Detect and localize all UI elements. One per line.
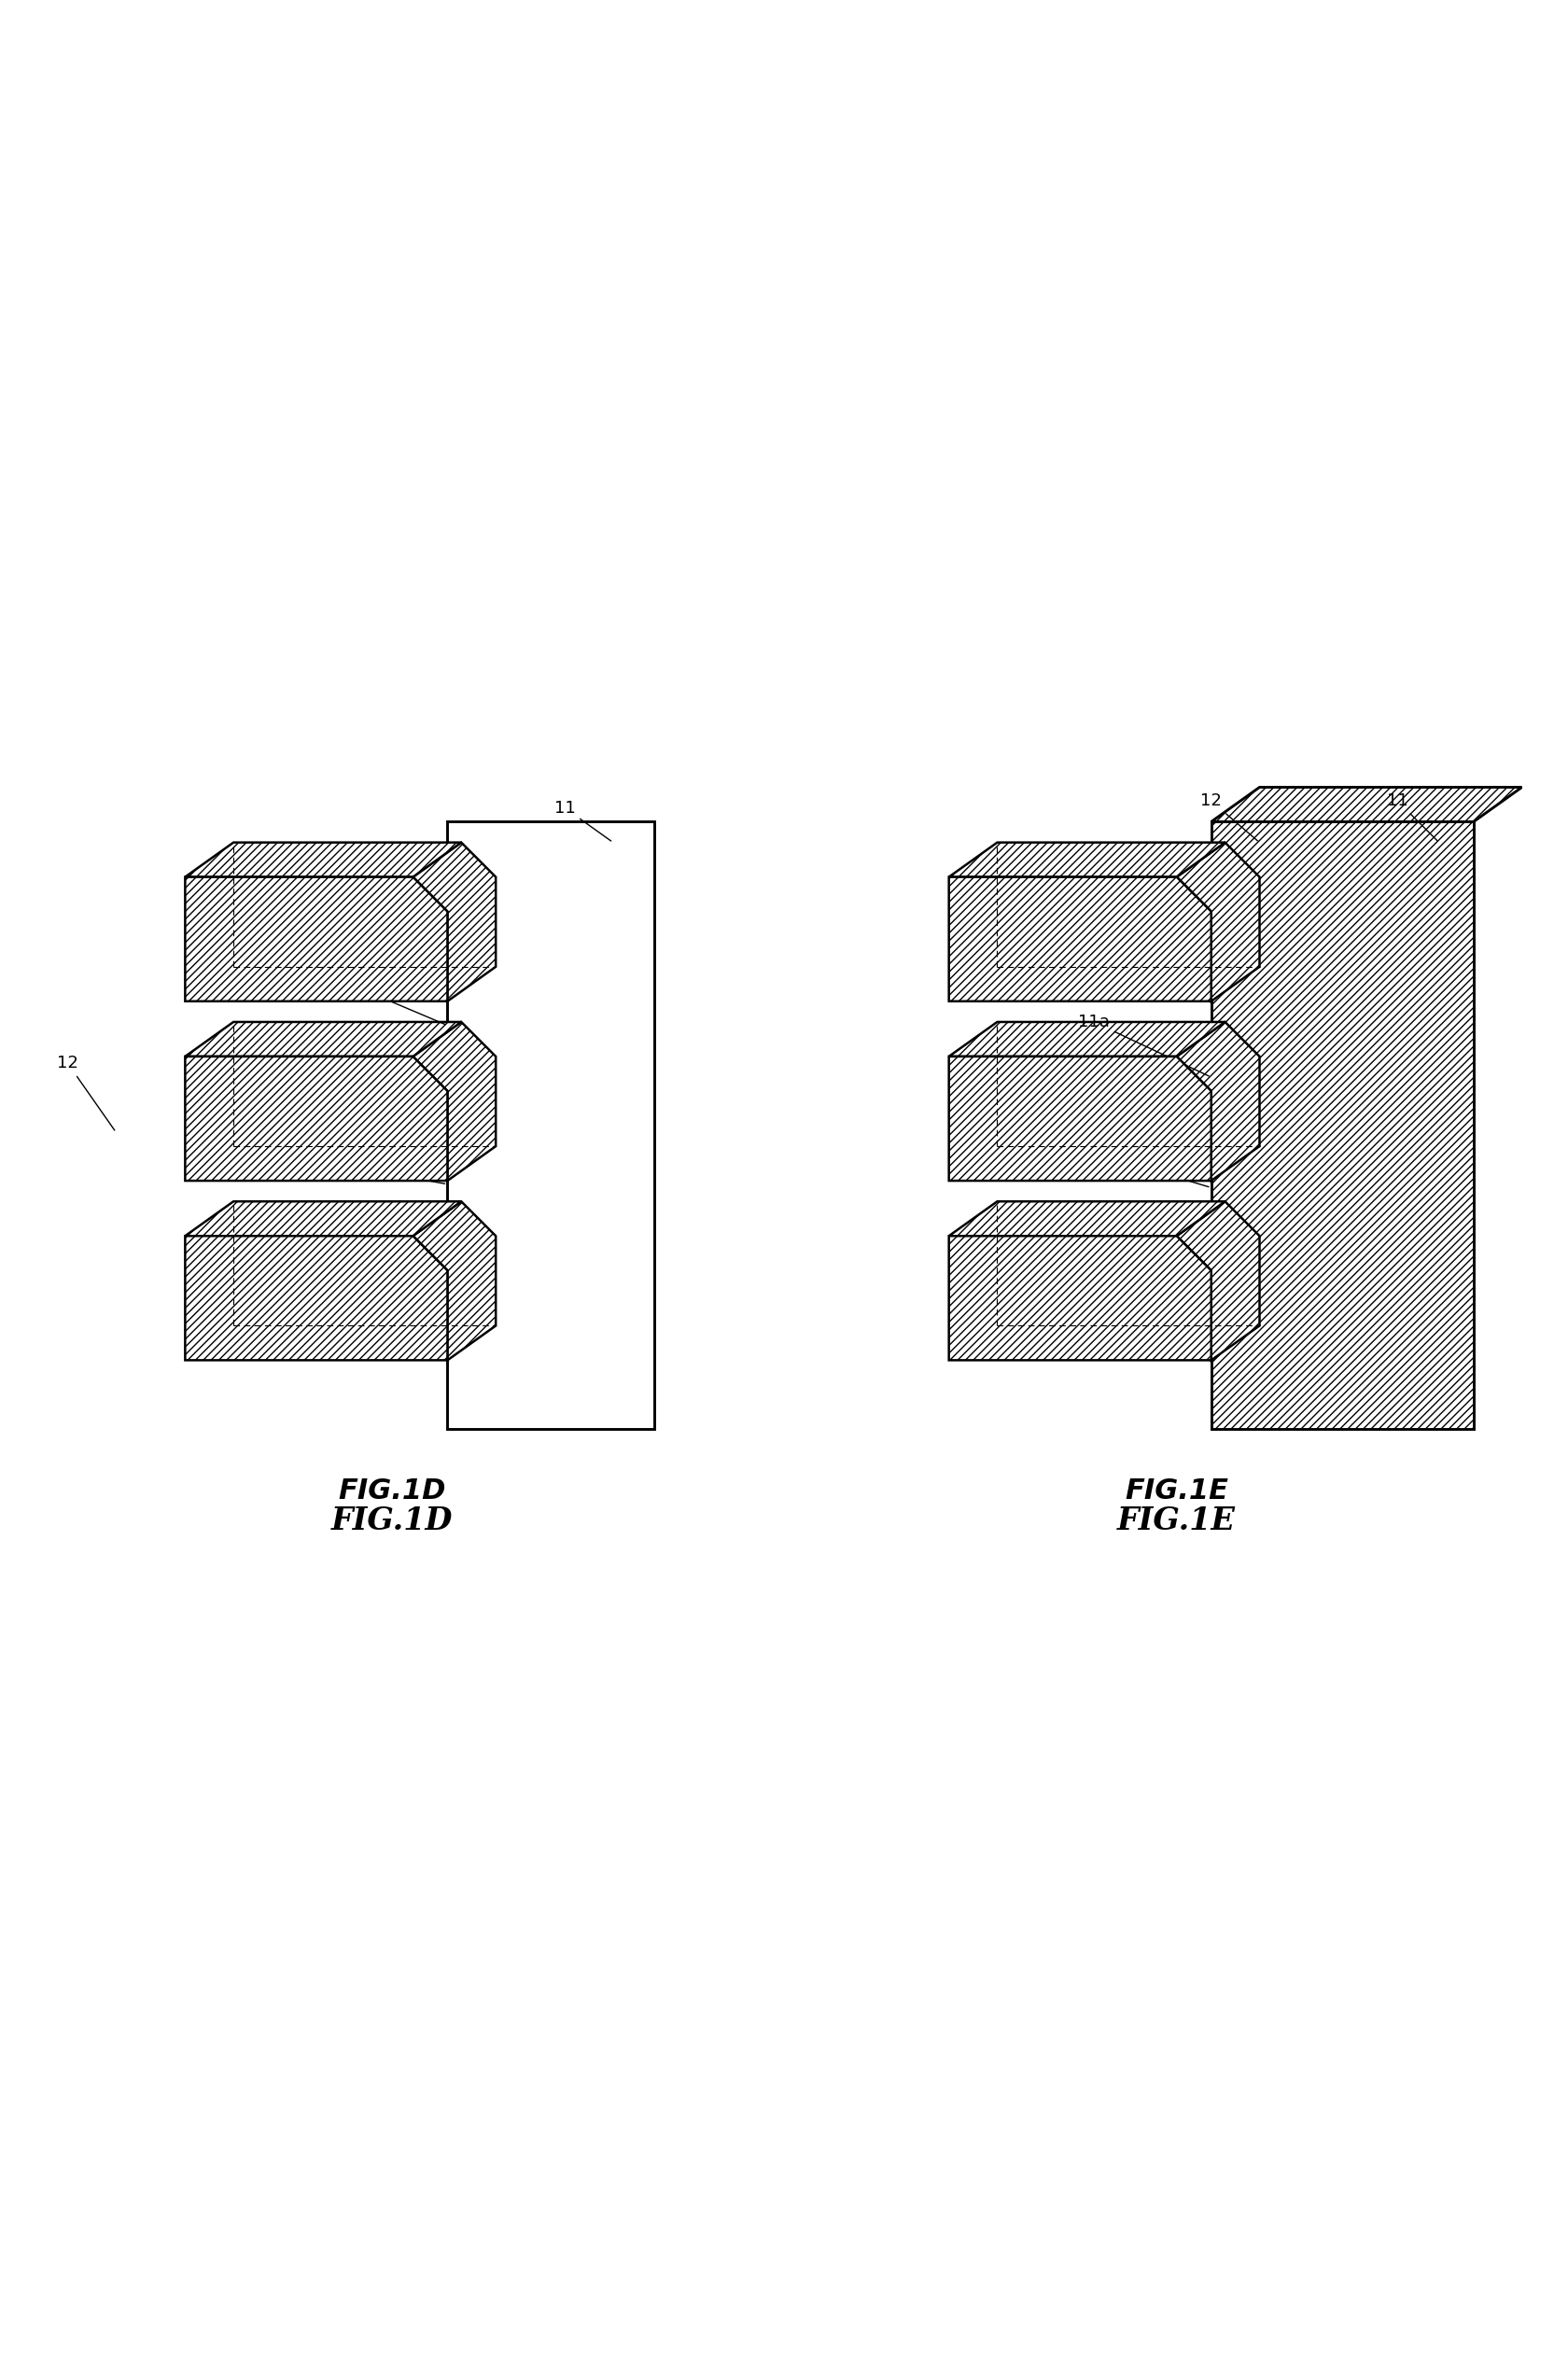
Text: 11a: 11a [1077,1014,1209,1076]
Polygon shape [185,1057,447,1180]
Text: 11b: 11b [334,1159,445,1183]
Text: FIG.1D: FIG.1D [339,1478,445,1504]
Text: 12: 12 [1200,793,1258,840]
Text: 11: 11 [1386,793,1436,840]
Text: 11a: 11a [342,978,445,1023]
Text: 12: 12 [56,1054,114,1130]
Text: FIG.1E: FIG.1E [1116,1504,1236,1535]
Polygon shape [1176,1021,1259,1180]
Polygon shape [1176,1202,1259,1361]
Polygon shape [412,843,495,1002]
Polygon shape [949,1235,1210,1361]
Polygon shape [949,1021,1225,1057]
Polygon shape [412,1021,495,1180]
Polygon shape [412,1202,495,1361]
Polygon shape [185,843,461,876]
Polygon shape [949,1202,1225,1235]
Polygon shape [949,876,1210,1002]
Polygon shape [447,821,654,1430]
Text: FIG.1D: FIG.1D [331,1504,453,1535]
Polygon shape [185,876,447,1002]
Polygon shape [949,1057,1210,1180]
Text: 11b: 11b [1057,1138,1207,1188]
Polygon shape [185,1235,447,1361]
Polygon shape [1176,843,1259,1002]
Polygon shape [185,1202,461,1235]
Polygon shape [1210,821,1472,1430]
Text: FIG.1E: FIG.1E [1124,1478,1228,1504]
Polygon shape [185,1021,461,1057]
Polygon shape [949,843,1225,876]
Text: 11: 11 [554,800,610,840]
Polygon shape [1210,788,1521,821]
